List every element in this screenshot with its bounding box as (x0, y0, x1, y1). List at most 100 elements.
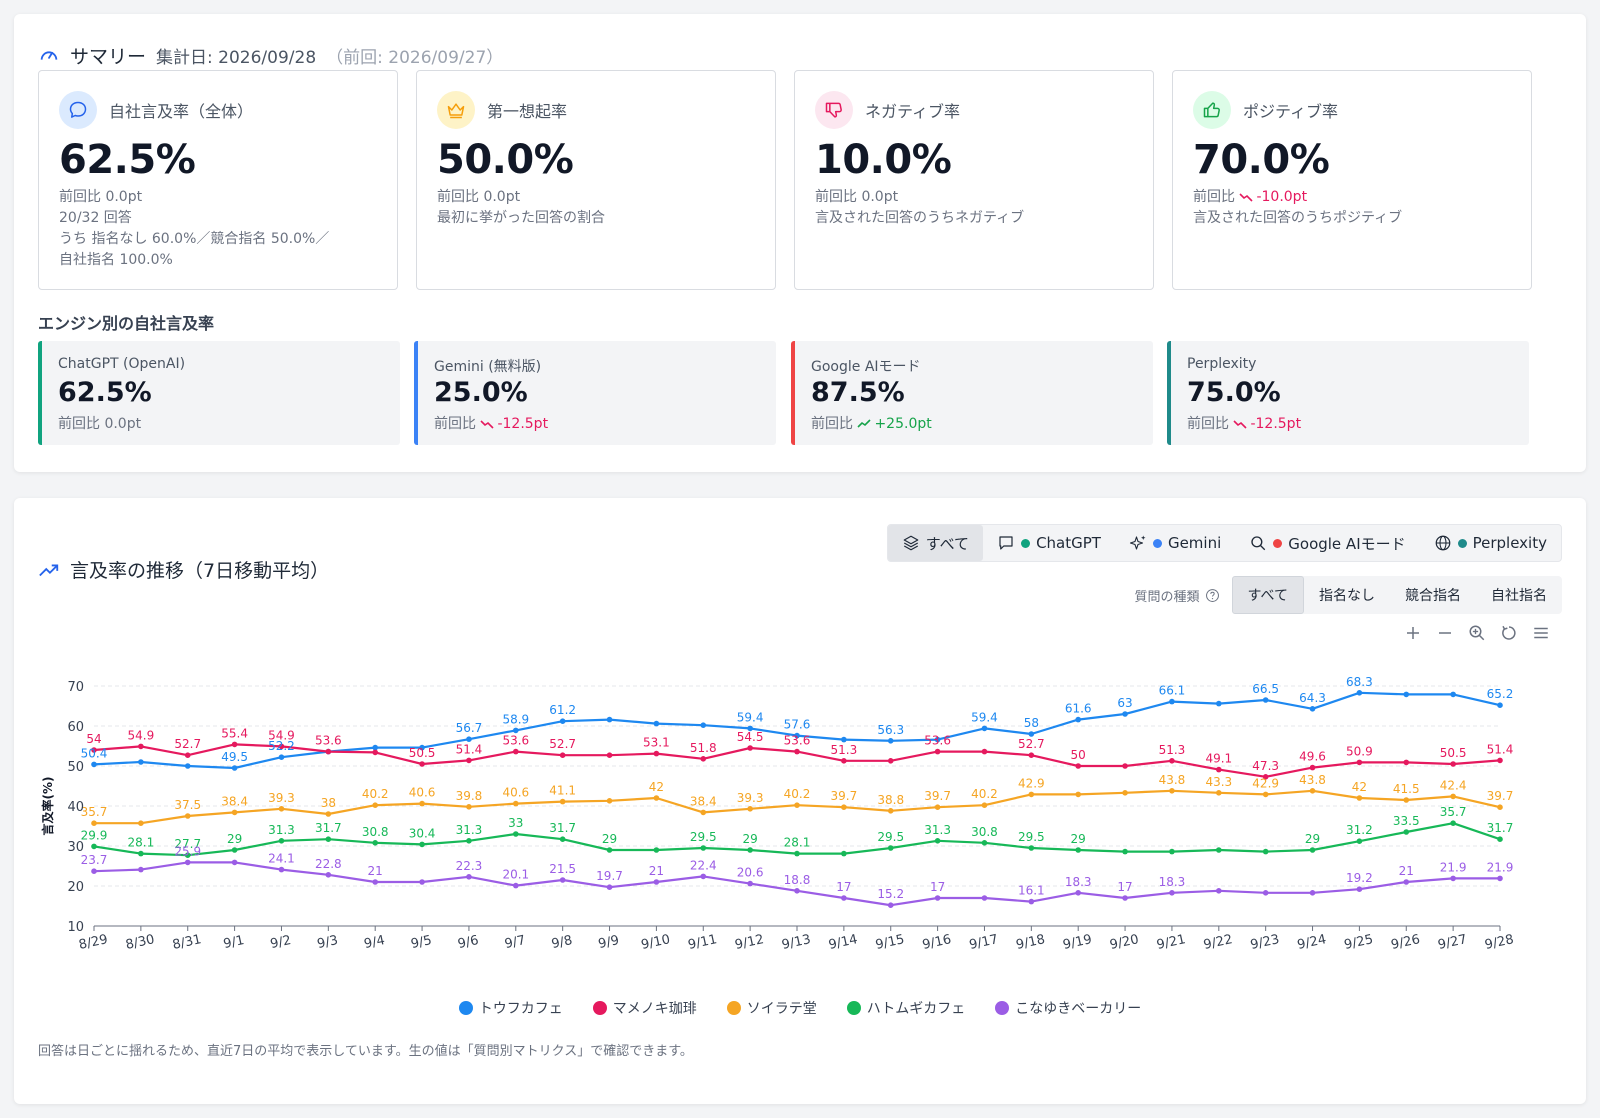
layers-icon (903, 535, 919, 551)
data-point (887, 902, 894, 908)
y-tick-label: 30 (67, 840, 84, 855)
data-label: 21.9 (1440, 860, 1467, 874)
data-label: 39.8 (456, 789, 483, 803)
data-point (1309, 764, 1316, 771)
data-point (1216, 790, 1222, 796)
trend-panel: 言及率の推移（7日移動平均） すべて ChatGPT Gemini Google… (14, 498, 1586, 1104)
data-point (981, 802, 988, 808)
engine-color-dot (1457, 538, 1467, 548)
help-circle-icon[interactable] (1205, 588, 1220, 603)
data-point (1262, 697, 1269, 703)
data-point (1122, 711, 1128, 717)
legend-item[interactable]: こなゆきベーカリー (995, 998, 1141, 1018)
y-axis-label: 言及率(%) (40, 777, 55, 836)
data-label: 29 (227, 832, 242, 846)
data-point (278, 866, 285, 873)
engine-tab-label: Gemini (1167, 534, 1222, 552)
qtype-tab-all[interactable]: すべて (1231, 576, 1304, 614)
data-label: 52.2 (268, 739, 295, 753)
data-label: 19.7 (596, 869, 623, 883)
data-point (700, 756, 707, 762)
kpi-card-first-recall: 第一想起率 50.0% 前回比 0.0pt 最初に挙がった回答の割合 (416, 70, 776, 290)
legend-label: こなゆきベーカリー (1015, 1001, 1142, 1017)
engine-delta: 前回比 -12.5pt (434, 416, 549, 432)
qtype-tab-competitor[interactable]: 競合指名 (1405, 588, 1461, 604)
data-label: 38.4 (690, 794, 717, 808)
engine-tab-label: ChatGPT (1036, 534, 1101, 552)
data-point (372, 802, 379, 808)
data-label: 17 (930, 880, 945, 894)
legend-item[interactable]: ハトムギカフェ (846, 998, 965, 1018)
qtype-tab-unnamed[interactable]: 指名なし (1319, 588, 1375, 604)
data-point (1169, 848, 1175, 855)
data-point (513, 800, 519, 807)
x-tick-label: 9/13 (780, 932, 812, 953)
menu-icon[interactable] (1530, 622, 1552, 644)
data-point (887, 808, 894, 814)
data-point (1122, 763, 1128, 769)
legend-item[interactable]: ソイラテ堂 (726, 998, 817, 1018)
y-tick-label: 20 (67, 880, 84, 895)
engine-filter-tabs: すべて ChatGPT Gemini Google AIモード Perplexi… (886, 524, 1562, 562)
data-label: 20.1 (502, 868, 529, 882)
data-label: 54.5 (737, 730, 764, 744)
zoom-out-icon[interactable] (1434, 622, 1456, 644)
data-point (1450, 793, 1456, 800)
trend-line-chart: 50.4 49.5 52.2 56.7 58.9 61.2 59.4 57.6 56.3 59.4… (40, 675, 1515, 953)
data-label: 56.7 (456, 721, 483, 735)
trend-header: 言及率の推移（7日移動平均） (38, 556, 329, 583)
data-point (466, 874, 472, 880)
kpi-delta: 前回比 -10.0pt (1193, 189, 1308, 205)
data-point (1216, 700, 1222, 707)
data-label: 29.5 (690, 830, 717, 844)
data-point (1450, 875, 1456, 882)
data-point (1497, 875, 1503, 882)
engines-title: エンジン別の自社言及率 (38, 314, 215, 333)
data-label: 29 (1305, 832, 1320, 846)
qtype-tab-own-brand[interactable]: 自社指名 (1491, 588, 1547, 604)
data-point (1075, 763, 1081, 769)
data-point (1262, 791, 1269, 798)
restore-icon[interactable] (1498, 622, 1520, 644)
thumbs-down-icon (815, 91, 853, 129)
data-point (606, 847, 613, 853)
data-label: 38.8 (877, 793, 904, 807)
legend-item[interactable]: トウフカフェ (458, 998, 563, 1018)
legend-label: トウフカフェ (478, 1001, 563, 1017)
kpi-detail-line: 最初に挙がった回答の割合 (437, 210, 605, 226)
data-point (1309, 706, 1316, 712)
data-label: 52.7 (549, 737, 576, 751)
data-point (1309, 890, 1316, 896)
x-tick-label: 9/1 (222, 933, 246, 952)
data-point (325, 872, 332, 878)
data-label: 59.4 (971, 710, 998, 724)
engine-tab-perplexity[interactable]: Perplexity (1420, 525, 1561, 561)
engine-tab-google-ai-mode[interactable]: Google AIモード (1235, 525, 1419, 561)
engine-tab-chatgpt[interactable]: ChatGPT (983, 525, 1115, 561)
engine-tab-gemini[interactable]: Gemini (1115, 525, 1235, 561)
engine-tab-label: Perplexity (1472, 534, 1547, 552)
data-label: 21 (649, 864, 664, 878)
data-point (887, 738, 894, 744)
data-point (841, 736, 847, 743)
data-label: 65.2 (1487, 687, 1514, 701)
data-label: 33.5 (1393, 814, 1420, 828)
zoom-in-icon[interactable] (1402, 622, 1424, 644)
data-point (1497, 757, 1503, 764)
data-point (653, 720, 660, 727)
kpi-delta: 前回比 0.0pt (437, 189, 521, 205)
kpi-delta: 前回比 0.0pt (59, 189, 143, 205)
data-label: 66.5 (1252, 682, 1279, 696)
legend-item[interactable]: マメノキ珈琲 (592, 998, 697, 1018)
engine-label: Gemini (無料版) (434, 359, 542, 375)
kpi-label: 第一想起率 (487, 102, 568, 121)
data-point (1216, 847, 1222, 853)
gauge-icon (40, 50, 58, 60)
zoom-reset-icon[interactable] (1466, 622, 1488, 644)
data-label: 58.9 (502, 712, 529, 726)
data-label: 57.6 (784, 718, 811, 732)
engine-tab-all[interactable]: すべて (887, 525, 984, 561)
x-tick-label: 9/28 (1483, 932, 1515, 953)
data-point (278, 838, 285, 844)
data-point (184, 859, 191, 866)
